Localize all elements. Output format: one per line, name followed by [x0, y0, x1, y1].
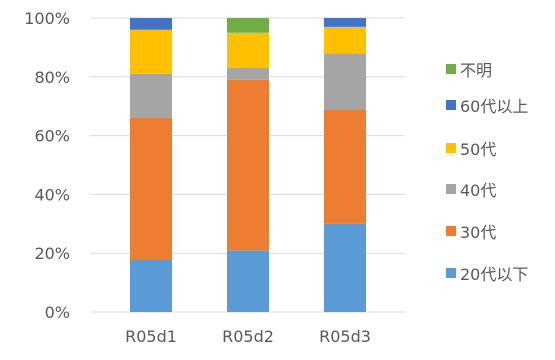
y-tick-label: 0%: [45, 303, 70, 322]
bar-segment: [130, 29, 172, 74]
legend-swatch: [446, 64, 456, 74]
legend-label: 不明: [460, 61, 493, 80]
bar-segment: [130, 259, 172, 312]
legend-label: 60代以上: [460, 97, 529, 116]
bar-segment: [130, 73, 172, 118]
legend-swatch: [446, 100, 456, 110]
bar-segment: [324, 18, 366, 27]
bar-segment: [324, 53, 366, 110]
y-tick-label: 40%: [34, 185, 70, 204]
bar-segment: [227, 79, 269, 251]
bar-segment: [324, 223, 366, 312]
x-tick-label: R05d2: [222, 327, 274, 346]
legend-item-50s: 50代: [446, 137, 496, 159]
bar-segment: [324, 109, 366, 224]
x-tick-label: R05d3: [319, 327, 371, 346]
legend-swatch: [446, 268, 456, 278]
y-tick-label: 60%: [34, 127, 70, 146]
y-tick-label: 20%: [34, 244, 70, 263]
legend-item-60s-plus: 60代以上: [446, 94, 528, 116]
bar-segment: [227, 67, 269, 80]
y-tick-label: 100%: [24, 9, 70, 28]
bar-segment: [227, 32, 269, 68]
bar-segment: [130, 117, 172, 260]
legend-item-unknown: 不明: [446, 58, 492, 80]
x-tick-label: R05d1: [125, 327, 177, 346]
legend-swatch: [446, 226, 456, 236]
bar-segment: [324, 26, 366, 54]
bar-segment: [130, 18, 172, 30]
legend-label: 40代: [460, 181, 497, 200]
bar-segment: [227, 18, 269, 33]
legend-label: 20代以下: [460, 265, 529, 284]
y-tick-label: 80%: [34, 68, 70, 87]
legend-label: 30代: [460, 223, 497, 242]
legend-item-30s: 30代: [446, 220, 496, 242]
legend-label: 50代: [460, 140, 497, 159]
legend-item-20s-under: 20代以下: [446, 262, 528, 284]
legend-swatch: [446, 143, 456, 153]
legend-item-40s: 40代: [446, 178, 496, 200]
legend-swatch: [446, 184, 456, 194]
bar-segment: [227, 250, 269, 312]
